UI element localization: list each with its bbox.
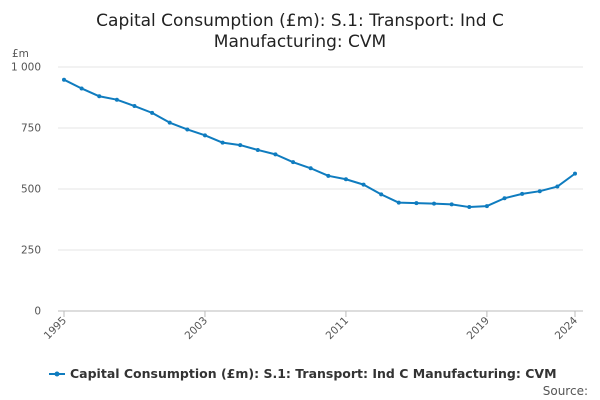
y-tick-label-750: 750 <box>21 123 41 135</box>
x-tick-label-2011: 2011 <box>324 315 351 342</box>
data-point-2015 <box>414 201 419 206</box>
x-tick-label-2024: 2024 <box>553 314 581 342</box>
data-point-2010 <box>326 173 331 178</box>
data-point-2000 <box>150 110 155 115</box>
data-point-2004 <box>220 140 225 145</box>
x-axis: 1995 2003 2011 2019 2024 <box>42 311 581 342</box>
chart-title: Capital Consumption (£m): S.1: Transport… <box>96 11 504 52</box>
data-point-2011 <box>343 177 348 182</box>
y-tick-label-250: 250 <box>21 245 41 257</box>
data-point-2007 <box>273 152 278 157</box>
data-point-2003 <box>202 133 207 138</box>
data-point-1999 <box>132 104 137 109</box>
legend-marker <box>54 371 60 377</box>
source-label: Source: <box>543 384 588 398</box>
data-point-1995 <box>62 77 66 82</box>
legend[interactable]: Capital Consumption (£m): S.1: Transport… <box>49 366 557 381</box>
data-point-2013 <box>379 192 384 197</box>
gridlines <box>58 66 583 312</box>
data-point-1998 <box>114 97 119 102</box>
data-point-2016 <box>432 201 437 206</box>
data-point-2009 <box>308 166 313 171</box>
data-point-2006 <box>255 147 260 152</box>
chart-title-line-2: Manufacturing: CVM <box>214 32 386 52</box>
series-line-0 <box>63 78 576 209</box>
data-point-1996 <box>79 86 84 91</box>
data-point-2023 <box>555 184 560 189</box>
data-point-2020 <box>502 196 507 201</box>
y-tick-label-0: 0 <box>34 306 41 318</box>
data-point-2017 <box>449 202 454 207</box>
data-point-2022 <box>537 189 542 194</box>
data-point-1997 <box>97 94 102 99</box>
y-tick-label-500: 500 <box>21 184 41 196</box>
series-group <box>62 77 577 210</box>
y-axis-unit-label: £m <box>12 48 29 60</box>
data-point-2014 <box>396 200 401 205</box>
data-point-2012 <box>361 182 366 187</box>
data-point-2024 <box>573 171 577 176</box>
data-point-2008 <box>291 160 296 165</box>
data-point-2002 <box>185 127 190 132</box>
data-point-2021 <box>520 191 525 196</box>
x-tick-label-2003: 2003 <box>183 315 210 342</box>
chart-title-line-1: Capital Consumption (£m): S.1: Transport… <box>96 11 504 31</box>
y-tick-label-1000: 1 000 <box>11 62 41 74</box>
data-point-2019 <box>484 204 489 209</box>
y-axis-ticks: 0 250 500 750 1 000 <box>11 62 41 318</box>
x-tick-label-1995: 1995 <box>42 315 69 342</box>
data-point-2001 <box>167 120 172 125</box>
legend-label: Capital Consumption (£m): S.1: Transport… <box>70 366 557 381</box>
x-tick-label-2019: 2019 <box>465 315 492 342</box>
data-point-2005 <box>238 143 243 148</box>
data-point-2018 <box>467 205 472 210</box>
